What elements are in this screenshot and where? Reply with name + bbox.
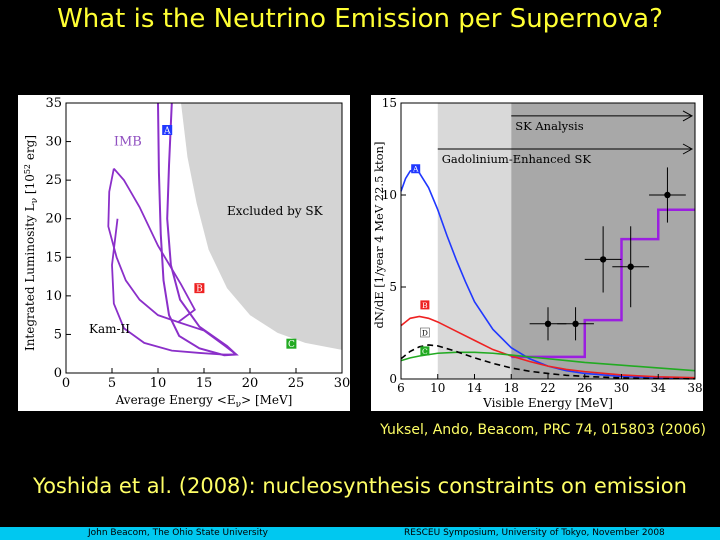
- right-y-axis-label: dN/dE [1/year 4 MeV 22.5 kton]: [372, 142, 386, 329]
- left-y-tick-label: 10: [45, 289, 62, 304]
- right-x-tick-label: 34: [651, 381, 667, 395]
- right-marker-box-b: [420, 300, 430, 310]
- right-marker-box-d: [420, 327, 430, 338]
- data-point-4: [627, 263, 634, 270]
- right-marker-label-d: D: [422, 329, 428, 338]
- citation: Yuksel, Ando, Beacom, PRC 74, 015803 (20…: [380, 422, 706, 438]
- excluded-label: Excluded by SK: [227, 204, 324, 218]
- right-marker-label-c: C: [422, 347, 428, 356]
- kam-label: Kam-II: [89, 322, 130, 336]
- data-point-5: [664, 191, 671, 199]
- right-x-axis-label: Visible Energy [MeV]: [482, 396, 613, 410]
- left-y-tick-label: 35: [45, 96, 62, 111]
- left-marker-box-c: [286, 338, 297, 349]
- right-marker-label-b: B: [422, 301, 428, 310]
- right-x-tick-label: 14: [467, 381, 483, 395]
- left-marker-box-b: [194, 283, 205, 294]
- excluded-region: [181, 103, 342, 350]
- left-y-tick-label: 30: [45, 135, 62, 150]
- footer-author: John Beacom, The Ohio State University: [88, 528, 268, 538]
- right-x-tick-label: 26: [577, 381, 592, 395]
- right-marker-box-a: [411, 164, 421, 174]
- right-marker-box-c: [420, 346, 430, 356]
- imb-label: IMB: [114, 134, 142, 149]
- right-x-tick-label: 38: [687, 381, 702, 395]
- right-y-tick-label: 5: [389, 280, 397, 294]
- region-arrow-label-2: Gadolinium-Enhanced SK: [442, 152, 592, 166]
- left-x-tick-label: 5: [108, 376, 116, 391]
- left-marker-label-c: C: [288, 340, 295, 350]
- data-point-3: [599, 256, 607, 263]
- right-y-tick-label: 0: [389, 372, 397, 386]
- left-y-tick-label: 15: [45, 250, 62, 265]
- left-x-tick-label: 15: [196, 376, 213, 391]
- left-y-tick-label: 25: [45, 173, 62, 188]
- region-arrow-head-2: [682, 143, 694, 155]
- data-point-2: [572, 320, 579, 327]
- left-x-tick-label: 0: [62, 376, 70, 391]
- left-chart-svg: 0 5 10 15 20 25 30 0 5 10 15 20 25 30 35 Average Energy…: [18, 95, 350, 411]
- left-marker-label-b: B: [196, 285, 203, 295]
- left-y-tick-label: 0: [54, 366, 62, 381]
- left-x-tick-label: 30: [334, 376, 350, 391]
- left-x-tick-label: 10: [150, 376, 167, 391]
- right-x-tick-label: 18: [504, 381, 519, 395]
- spectrum-chart: SK Analysis Gadolinium-Enhanced SK A B C D 6 10…: [371, 95, 703, 411]
- left-y-tick-label: 20: [45, 212, 62, 227]
- footer-bar: John Beacom, The Ohio State University R…: [0, 527, 720, 540]
- left-x-tick-label: 25: [288, 376, 305, 391]
- footer-event: RESCEU Symposium, University of Tokyo, N…: [404, 528, 665, 538]
- left-x-tick-label: 20: [242, 376, 259, 391]
- right-y-tick-label: 15: [382, 96, 397, 110]
- slide-title: What is the Neutrino Emission per Supern…: [57, 4, 663, 34]
- right-chart-svg: SK Analysis Gadolinium-Enhanced SK A B CD 6 10…: [371, 95, 703, 411]
- kam-contour-outer: [111, 218, 239, 356]
- luminosity-energy-chart: 0 5 10 15 20 25 30 0 5 10 15 20 25 30 35 Average Energy…: [18, 95, 350, 411]
- kam-contour: [107, 167, 196, 324]
- left-marker-box-a: [162, 125, 173, 135]
- right-x-tick-label: 6: [397, 381, 405, 395]
- region-arrow-head-1: [682, 110, 694, 122]
- data-point-1: [544, 320, 552, 327]
- right-x-tick-label: 30: [614, 381, 629, 395]
- left-y-axis-label: Integrated Luminosity Lν [1052 erg]: [23, 135, 40, 351]
- summary-line: Yoshida et al. (2008): nucleosynthesis c…: [33, 474, 687, 498]
- left-marker-label-a: A: [163, 127, 171, 137]
- series-line-b: [400, 315, 696, 379]
- left-y-tick-label: 5: [54, 327, 62, 342]
- right-y-tick-label: 10: [382, 188, 397, 202]
- right-marker-label-a: A: [412, 165, 419, 174]
- left-x-axis-label: Average Energy <Eν> [MeV]: [115, 393, 293, 410]
- background-step-histogram: [511, 208, 695, 359]
- region-arrow-label-1: SK Analysis: [515, 119, 583, 133]
- right-x-tick-label: 10: [430, 381, 445, 395]
- right-x-tick-label: 22: [540, 381, 555, 395]
